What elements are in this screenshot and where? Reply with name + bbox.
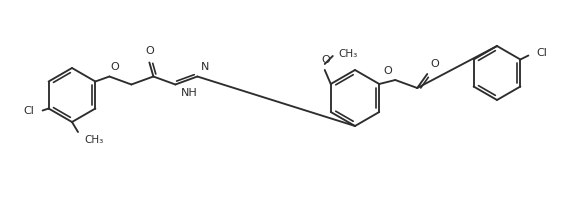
Text: Cl: Cl [536,49,547,59]
Text: O: O [430,59,439,69]
Text: NH: NH [181,88,197,98]
Text: N: N [200,62,209,72]
Text: O: O [110,62,119,72]
Text: O: O [321,55,330,65]
Text: O: O [384,66,393,76]
Text: Cl: Cl [24,105,34,115]
Text: CH₃: CH₃ [84,135,103,145]
Text: CH₃: CH₃ [339,49,358,59]
Text: O: O [145,46,154,56]
